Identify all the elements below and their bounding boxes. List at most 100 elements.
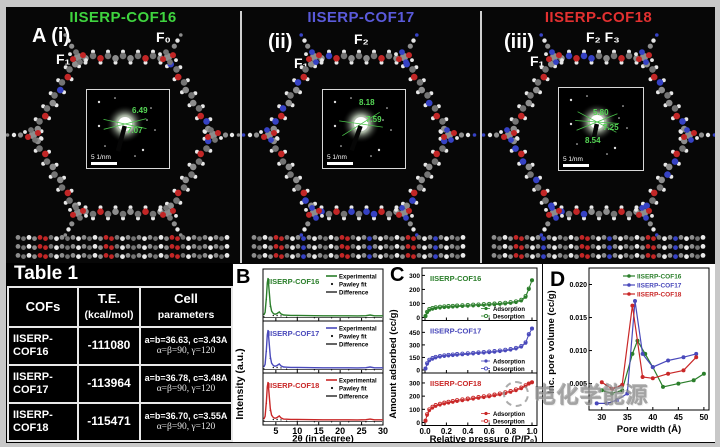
panel-label-iii: (iii) <box>504 31 534 53</box>
dspacing-value: 5.80 <box>593 108 609 117</box>
svg-text:50: 50 <box>699 413 708 422</box>
table-row: IISERP- COF16 -111080 a=b=36.63, c=3.43A α=β… <box>7 326 233 366</box>
dspacing-value: 7.25 <box>603 123 619 132</box>
panel-label-ii: (ii) <box>268 31 293 53</box>
panel-label-a-i: A (i) <box>32 25 71 47</box>
svg-text:IISERP-COF17: IISERP-COF17 <box>268 329 319 338</box>
svg-text:300: 300 <box>409 273 420 280</box>
svg-text:IISERP-COF16: IISERP-COF16 <box>268 277 319 286</box>
panel-a-ii: IISERP-COF17 (ii) F₂ F₁ 8.18 7.59 5 1/nm <box>242 7 480 263</box>
cof-name-cell: IISERP- COF18 <box>7 402 79 442</box>
svg-text:0: 0 <box>416 368 420 375</box>
panel-a-i: IISERP-COF16 A (i) F₀ F₁ 6.49 7.07 5 1/n… <box>6 7 240 263</box>
saed-inset-cof16: 6.49 7.07 5 1/nm <box>86 89 170 169</box>
diffraction-pattern <box>97 97 156 157</box>
pxrd-plot: B Intensity (a.u.) IISERP-COF16 Experimenta… <box>234 266 388 445</box>
svg-text:0.0: 0.0 <box>419 427 431 436</box>
svg-text:30: 30 <box>597 413 606 422</box>
svg-text:Intensity (a.u.): Intensity (a.u.) <box>234 348 246 419</box>
svg-text:Difference: Difference <box>339 395 369 401</box>
cell-parameters-cell: a=b=36.63, c=3.43A α=β=90, γ=120 <box>139 326 233 366</box>
svg-text:300: 300 <box>409 380 420 387</box>
scalebar <box>91 162 117 165</box>
svg-text:2θ (in degree): 2θ (in degree) <box>292 434 354 443</box>
svg-text:Inc. pore volume (cc/g): Inc. pore volume (cc/g) <box>546 290 557 393</box>
diffraction-pattern <box>333 97 392 157</box>
f0-label: F₀ <box>156 29 171 45</box>
svg-text:B: B <box>236 266 250 288</box>
scalebar-label: 5 1/nm <box>327 154 347 161</box>
table-row: IISERP- COF17 -113964 a=b=36.78, c=3.48A α=β… <box>7 364 233 404</box>
svg-text:IISERP-COF17: IISERP-COF17 <box>430 327 481 336</box>
panel-title-cof17: IISERP-COF17 <box>307 9 415 26</box>
panel-divider <box>480 11 482 263</box>
svg-text:Desorption: Desorption <box>493 419 525 425</box>
svg-text:40: 40 <box>648 413 657 422</box>
svg-text:25: 25 <box>357 426 367 436</box>
f1-label: F₁ <box>56 51 71 67</box>
svg-text:IISERP-COF17: IISERP-COF17 <box>637 283 682 290</box>
svg-text:D: D <box>550 268 565 291</box>
svg-text:Adsorption: Adsorption <box>493 307 525 313</box>
svg-text:Experimental: Experimental <box>339 379 377 385</box>
table-header: T.E. (kcal/mol) <box>77 286 141 328</box>
cof-name-cell: IISERP- COF16 <box>7 326 79 366</box>
pxrd-chart-panel-b: B Intensity (a.u.) IISERP-COF16 Experimenta… <box>233 264 388 445</box>
f2-label: F₂ <box>354 31 369 47</box>
svg-text:Difference: Difference <box>339 291 369 297</box>
svg-text:200: 200 <box>409 287 420 294</box>
saed-inset-cof17: 8.18 7.59 5 1/nm <box>322 89 406 169</box>
svg-text:0.020: 0.020 <box>569 282 587 289</box>
total-energy-cell: -111080 <box>77 326 141 366</box>
table-header: Cell parameters <box>139 286 233 328</box>
svg-text:0.2: 0.2 <box>441 427 453 436</box>
svg-text:0.010: 0.010 <box>569 348 587 355</box>
f2-f3-label: F₂ F₃ <box>586 29 620 45</box>
svg-text:0.005: 0.005 <box>569 381 587 388</box>
cell-parameters-table: COFs T.E. (kcal/mol) Cell parameters IISERP- C… <box>7 286 233 442</box>
svg-text:5: 5 <box>273 426 278 436</box>
svg-text:Pawley fit: Pawley fit <box>339 283 367 289</box>
svg-text:IISERP-COF16: IISERP-COF16 <box>430 274 481 283</box>
svg-text:Experimental: Experimental <box>339 327 377 333</box>
f1-label: F₁ <box>530 53 545 69</box>
dspacing-value: 8.18 <box>359 98 375 107</box>
svg-text:35: 35 <box>623 413 632 422</box>
svg-text:Pawley fit: Pawley fit <box>339 335 367 341</box>
svg-text:Difference: Difference <box>339 343 369 349</box>
cof-name-cell: IISERP- COF17 <box>7 364 79 404</box>
panel-a-iii: IISERP-COF18 (iii) F₂ F₃ F₁ 5.80 7.25 8.… <box>482 7 715 263</box>
svg-text:0.4: 0.4 <box>462 427 474 436</box>
svg-text:IISERP-COF18: IISERP-COF18 <box>268 381 319 390</box>
table-title: Table 1 <box>14 263 79 284</box>
svg-text:100: 100 <box>409 301 420 308</box>
svg-text:0.015: 0.015 <box>569 315 587 322</box>
svg-text:Relative pressure (P/P₀): Relative pressure (P/P₀) <box>430 434 538 442</box>
svg-text:45: 45 <box>674 413 683 422</box>
table-1: Table 1 COFs T.E. (kcal/mol) Cell parameters… <box>6 263 233 443</box>
pore-size-chart-panel-d: D Inc. pore volume (cc/g) 0.005 0.010 0.015 0… <box>543 264 715 442</box>
dspacing-value: 6.49 <box>132 106 148 115</box>
svg-text:Amount adsorbed (cc/g): Amount adsorbed (cc/g) <box>388 309 399 418</box>
svg-text:C: C <box>390 264 404 286</box>
svg-text:15: 15 <box>314 426 324 436</box>
panel-title-cof16: IISERP-COF16 <box>69 9 177 26</box>
table-header: COFs <box>7 286 79 328</box>
molecular-structure-cof16 <box>6 33 240 259</box>
cell-parameters-cell: a=b=36.70, c=3.55A α=β=90, γ=120 <box>139 402 233 442</box>
svg-text:0: 0 <box>416 420 420 427</box>
svg-text:30: 30 <box>378 426 388 436</box>
panel-divider <box>240 11 242 263</box>
scalebar <box>563 164 589 167</box>
svg-text:Adsorption: Adsorption <box>493 412 525 418</box>
svg-text:Desorption: Desorption <box>493 314 525 320</box>
total-energy-cell: -113964 <box>77 364 141 404</box>
svg-text:IISERP-COF16: IISERP-COF16 <box>637 274 682 281</box>
dspacing-value: 8.54 <box>585 136 601 145</box>
svg-text:Pore width (Å): Pore width (Å) <box>617 424 681 435</box>
svg-text:Adsorption: Adsorption <box>493 359 525 365</box>
figure-canvas: IISERP-COF16 A (i) F₀ F₁ 6.49 7.07 5 1/n… <box>6 7 715 445</box>
svg-text:450: 450 <box>409 330 420 337</box>
